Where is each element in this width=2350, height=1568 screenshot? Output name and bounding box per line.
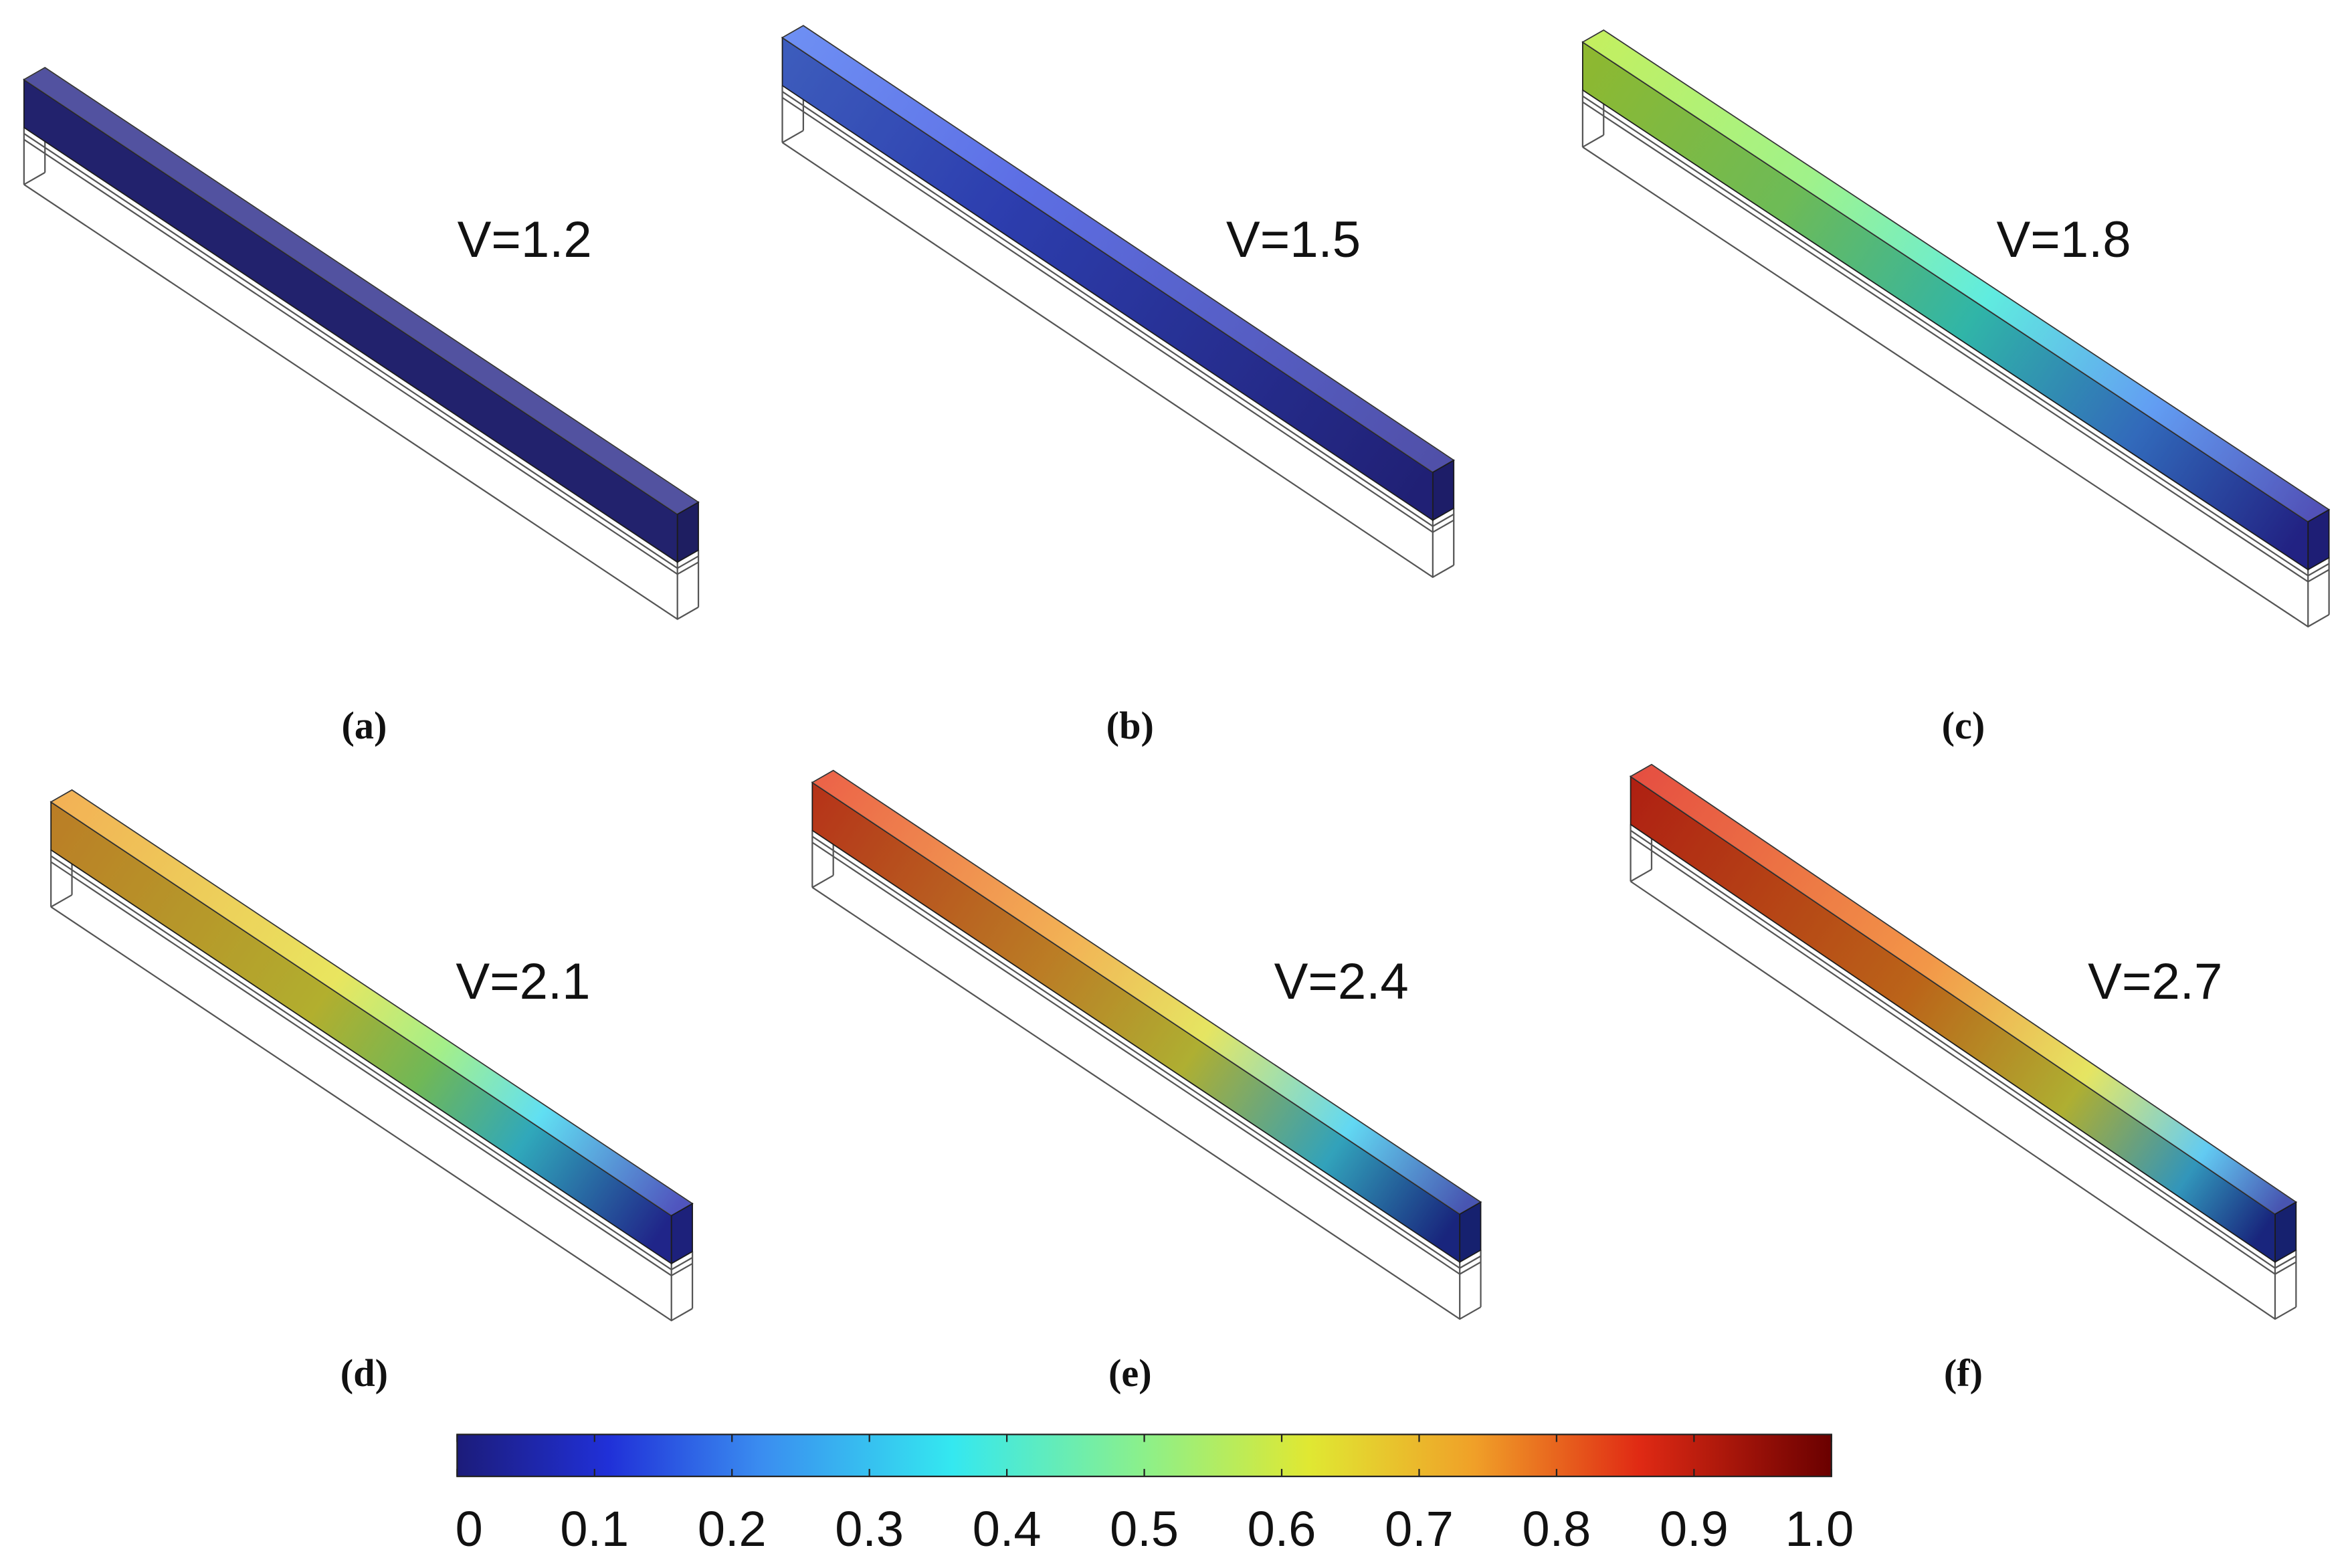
beam-front-shade <box>1630 776 2275 1262</box>
beam-end-shade <box>677 502 699 563</box>
beam-top-light <box>1582 30 2329 522</box>
voltage-label: V=2.1 <box>456 953 590 1010</box>
colorbar-tick-label: 0.4 <box>973 1501 1042 1557</box>
beam-top-light <box>782 25 1454 472</box>
beam-panel <box>23 67 700 620</box>
colorbar-tick-label: 0.8 <box>1523 1501 1591 1557</box>
beam-end <box>1459 1201 1482 1264</box>
substrate-edge <box>781 130 804 144</box>
panel-label: (c) <box>1942 704 1985 747</box>
panel-label: (a) <box>341 704 387 747</box>
beam-front-shade <box>812 782 1460 1262</box>
beam-top-light <box>812 770 1481 1215</box>
substrate-edge <box>1582 134 1604 148</box>
voltage-label: V=1.5 <box>1226 211 1361 268</box>
substrate-edge <box>811 886 1482 1320</box>
substrate-edge <box>811 874 834 888</box>
substrate-edge <box>1630 868 1652 882</box>
voltage-label: V=2.7 <box>2088 953 2222 1010</box>
panel-label: (b) <box>1106 704 1154 747</box>
substrate-edge <box>23 183 699 620</box>
substrate-edge <box>23 171 45 185</box>
beam-end <box>2274 1201 2297 1264</box>
beam-panel <box>781 25 1455 579</box>
substrate-edge <box>1630 880 2296 1320</box>
colorbar-tick-label: 0 <box>456 1501 483 1557</box>
colorbar-tick-label: 1.0 <box>1785 1501 1854 1557</box>
colorbar-tick-label: 0.3 <box>835 1501 904 1557</box>
beam-end-shade <box>1460 1202 1481 1262</box>
beam-front-shade <box>51 801 672 1264</box>
beam-end <box>1432 459 1455 522</box>
beam-end-shade <box>1432 460 1454 520</box>
substrate-edge <box>781 142 1454 579</box>
substrate-edge <box>1582 146 2330 628</box>
beam-top-light <box>23 68 699 514</box>
beam-front-shade <box>1582 41 2309 570</box>
voltage-label: V=1.2 <box>458 211 592 268</box>
beam-panel <box>1629 763 2298 1320</box>
beam-end <box>670 1202 693 1265</box>
beam-top-light <box>1630 764 2296 1215</box>
beam-panel <box>50 789 694 1322</box>
voltage-label: V=2.4 <box>1274 953 1409 1010</box>
beam-panel <box>1581 29 2331 628</box>
beam-end-shade <box>671 1203 693 1264</box>
colorbar-tick-label: 0.1 <box>560 1501 629 1557</box>
beam-end-shade <box>2308 510 2329 570</box>
colorbar-tick-label: 0.6 <box>1248 1501 1316 1557</box>
beam-end-shade <box>2274 1202 2296 1262</box>
panel-label: (d) <box>340 1351 388 1395</box>
colorbar-tick-label: 0.5 <box>1110 1501 1179 1557</box>
substrate-edge <box>50 894 73 908</box>
beam-front-shade <box>23 79 678 563</box>
substrate-edge <box>50 906 693 1322</box>
voltage-label: V=1.8 <box>1997 211 2131 268</box>
beam-end <box>676 501 699 563</box>
colorbar-tick-label: 0.9 <box>1660 1501 1729 1557</box>
colorbar-tick-label: 0.2 <box>698 1501 767 1557</box>
panel-label: (e) <box>1108 1351 1152 1395</box>
beam-top-light <box>51 789 693 1216</box>
panel-label: (f) <box>1944 1351 1983 1395</box>
colorbar-tick-label: 0.7 <box>1385 1501 1454 1557</box>
beam-end <box>2307 508 2330 571</box>
beam-panel <box>811 769 1482 1320</box>
beam-front-shade <box>782 37 1433 520</box>
